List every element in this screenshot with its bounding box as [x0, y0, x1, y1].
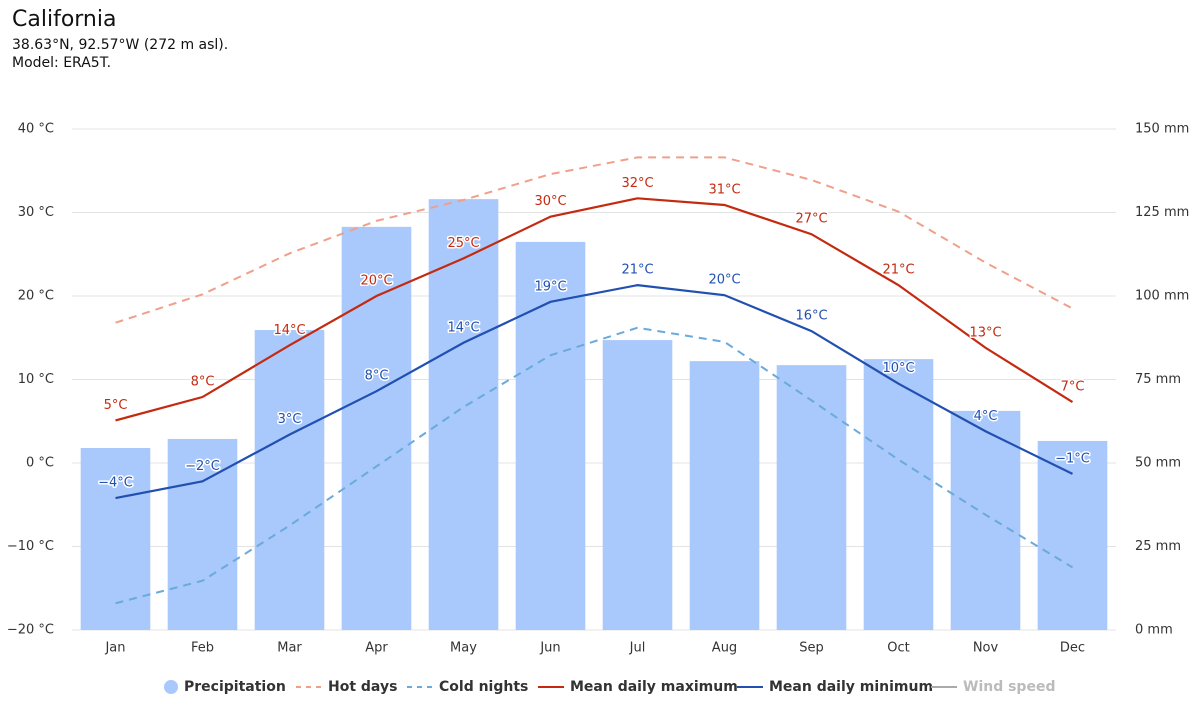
value-label: 30°C: [534, 194, 566, 209]
y-tick-label: 30 °C: [18, 205, 54, 220]
x-tick-label: Dec: [1060, 641, 1085, 656]
legend-item[interactable]: Mean daily maximum: [538, 679, 738, 695]
legend-symbol: [164, 680, 178, 694]
x-tick-label: Jan: [104, 641, 125, 656]
legend-label: Hot days: [328, 679, 397, 695]
value-label: 5°C: [104, 398, 128, 413]
value-label: 20°C: [708, 273, 740, 288]
value-label: 21°C: [621, 263, 653, 278]
legend-item[interactable]: Wind speed: [931, 679, 1055, 695]
precipitation-bar: [80, 447, 151, 630]
y-tick-label: −10 °C: [7, 539, 54, 554]
value-label: 32°C: [621, 176, 653, 191]
precipitation-bar: [341, 226, 412, 630]
x-tick-label: Feb: [191, 641, 214, 656]
value-label: 14°C: [273, 323, 305, 338]
y-tick-label: 10 °C: [18, 372, 54, 387]
value-label: 10°C: [882, 361, 914, 376]
y2-tick-label: 100 mm: [1135, 289, 1189, 304]
legend-item[interactable]: Cold nights: [407, 679, 528, 695]
precipitation-bar: [167, 438, 238, 630]
legend-item[interactable]: Precipitation: [164, 679, 286, 695]
precipitation-bar: [863, 359, 934, 630]
y2-tick-label: 150 mm: [1135, 122, 1189, 137]
series-line: [115, 197, 1074, 422]
legend-label: Cold nights: [439, 679, 528, 695]
value-label: 21°C: [882, 263, 914, 278]
value-label: −1°C: [1055, 451, 1090, 466]
precipitation-bar: [254, 330, 325, 630]
precipitation-bar: [689, 361, 760, 630]
series-line: [115, 156, 1073, 324]
y2-tick-label: 0 mm: [1135, 623, 1173, 638]
value-label: −4°C: [98, 476, 133, 491]
value-label: 19°C: [534, 279, 566, 294]
precipitation-bar: [776, 365, 847, 630]
chart-subtitle: 38.63°N, 92.57°W (272 m asl).: [12, 37, 228, 53]
precipitation-bar: [602, 340, 673, 630]
precipitation-bar: [428, 199, 499, 630]
series-line: [115, 284, 1073, 500]
x-tick-label: Nov: [973, 641, 999, 656]
precipitation-bar: [515, 241, 586, 630]
legend-label: Mean daily minimum: [769, 679, 933, 695]
value-label: −2°C: [185, 459, 220, 474]
legend-item[interactable]: Hot days: [296, 679, 397, 695]
y-tick-label: 0 °C: [26, 456, 54, 471]
x-tick-label: Sep: [799, 641, 824, 656]
y2-tick-label: 50 mm: [1135, 456, 1181, 471]
x-tick-label: Apr: [365, 641, 388, 656]
value-label: 3°C: [278, 412, 302, 427]
value-label: 7°C: [1061, 380, 1085, 395]
y-tick-label: −20 °C: [7, 623, 54, 638]
y-tick-label: 20 °C: [18, 289, 54, 304]
chart-title: California: [12, 7, 116, 32]
y2-tick-label: 25 mm: [1135, 539, 1181, 554]
chart-subtitle: Model: ERA5T.: [12, 55, 111, 71]
value-label: 31°C: [708, 182, 740, 197]
value-label: 27°C: [795, 212, 827, 227]
legend-label: Mean daily maximum: [570, 679, 738, 695]
value-label: 8°C: [365, 369, 389, 384]
precipitation-bar: [950, 410, 1021, 630]
value-label: 16°C: [795, 309, 827, 324]
x-tick-label: Oct: [887, 641, 909, 656]
legend-label: Wind speed: [963, 679, 1055, 695]
x-tick-label: Jun: [539, 641, 560, 656]
value-label: 8°C: [191, 375, 215, 390]
y2-tick-label: 75 mm: [1135, 372, 1181, 387]
value-label: 20°C: [360, 274, 392, 289]
value-label: 25°C: [447, 236, 479, 251]
legend-item[interactable]: Mean daily minimum: [737, 679, 933, 695]
value-label: 13°C: [969, 325, 1001, 340]
x-tick-label: Mar: [277, 641, 302, 656]
precipitation-bar: [1037, 440, 1108, 630]
value-label: 4°C: [974, 409, 998, 424]
legend-label: Precipitation: [184, 679, 286, 695]
x-tick-label: May: [450, 641, 477, 656]
x-tick-label: Jul: [629, 641, 646, 656]
series-line: [115, 326, 1074, 605]
x-tick-label: Aug: [712, 641, 737, 656]
y2-tick-label: 125 mm: [1135, 205, 1189, 220]
value-label: 14°C: [447, 320, 479, 335]
y-tick-label: 40 °C: [18, 122, 54, 137]
